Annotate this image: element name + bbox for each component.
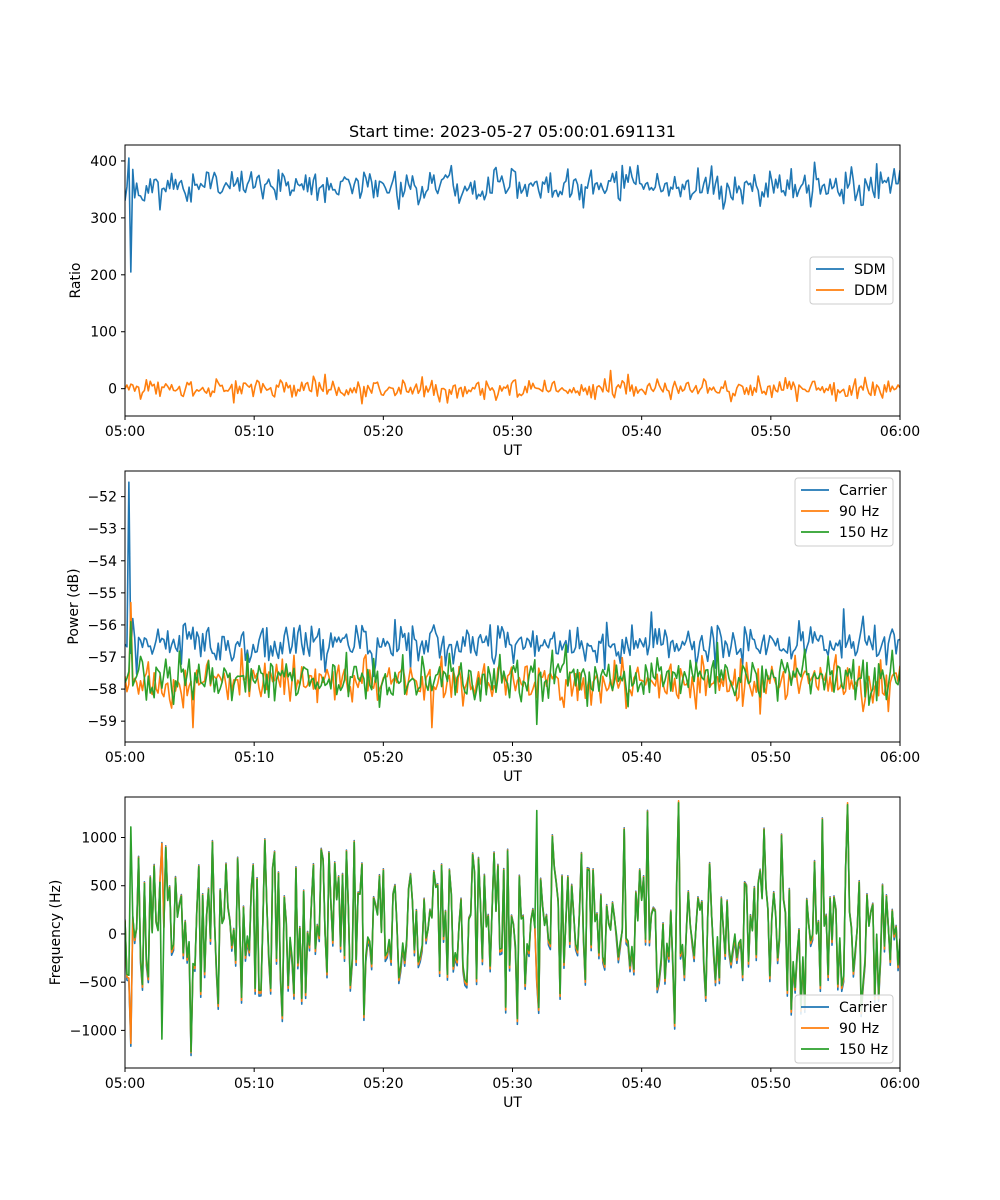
y-tick-label: 1000: [81, 831, 117, 847]
legend: SDM DDM: [809, 256, 894, 305]
x-axis-label: UT: [503, 1095, 522, 1111]
legend-label-150-hz: 150 Hz: [839, 1042, 888, 1058]
y-tick-label: 300: [90, 211, 117, 227]
y-tick-label: −59: [87, 714, 117, 730]
legend-label-ddm: DDM: [854, 283, 888, 299]
x-tick-label: 05:50: [751, 1076, 791, 1092]
x-tick-label: 05:00: [105, 750, 145, 766]
x-axis-label: UT: [503, 443, 522, 459]
y-tick-label: 200: [90, 268, 117, 284]
y-tick-label: 0: [108, 382, 117, 398]
y-tick-label: 400: [90, 154, 117, 170]
power-panel: 05:00 05:10 05:20 05:30 05:40 05:50 06:00 −59 −5…: [66, 470, 920, 785]
series-line-ddm: [125, 369, 900, 405]
legend-label-carrier: Carrier: [839, 1000, 887, 1016]
series-line-sdm: [125, 157, 900, 273]
y-tick-label: −53: [87, 522, 117, 538]
legend-label-sdm: SDM: [854, 262, 886, 278]
x-tick-label: 05:40: [621, 1076, 661, 1092]
y-tick-label: −57: [87, 650, 117, 666]
x-tick-label: 05:30: [492, 750, 532, 766]
x-tick-label: 05:20: [363, 1076, 403, 1092]
legend-label-carrier: Carrier: [839, 483, 887, 499]
legend-box: [794, 477, 894, 547]
y-tick-label: 0: [108, 927, 117, 943]
chart-title: Start time: 2023-05-27 05:00:01.691131: [349, 122, 676, 141]
x-tick-label: 06:00: [880, 424, 920, 440]
y-axis-label: Ratio: [68, 263, 84, 299]
y-tick-label: 100: [90, 325, 117, 341]
x-tick-label: 05:10: [234, 750, 274, 766]
x-tick-label: 06:00: [880, 1076, 920, 1092]
legend-label-90-hz: 90 Hz: [839, 1021, 879, 1037]
legend-box: [794, 994, 894, 1064]
y-tick-label: −54: [87, 554, 117, 570]
x-tick-label: 05:50: [751, 750, 791, 766]
x-tick-label: 05:00: [105, 424, 145, 440]
x-tick-label: 05:40: [621, 750, 661, 766]
x-tick-label: 05:20: [363, 424, 403, 440]
x-tick-label: 06:00: [880, 750, 920, 766]
series-line-carrier: [125, 481, 900, 678]
x-tick-label: 05:50: [751, 424, 791, 440]
x-tick-label: 05:30: [492, 1076, 532, 1092]
x-tick-label: 05:40: [621, 424, 661, 440]
frequency-panel: 05:00 05:10 05:20 05:30 05:40 05:50 06:00 −1000…: [48, 796, 920, 1111]
legend-label-90-hz: 90 Hz: [839, 504, 879, 520]
y-tick-label: −500: [79, 975, 117, 991]
x-tick-label: 05:00: [105, 1076, 145, 1092]
y-tick-label: −1000: [70, 1023, 117, 1039]
x-axis-label: UT: [503, 769, 522, 785]
y-tick-label: 500: [90, 879, 117, 895]
series-line-150-hz: [125, 620, 900, 726]
legend: Carrier 90 Hz 150 Hz: [794, 994, 894, 1064]
x-tick-label: 05:10: [234, 424, 274, 440]
y-axis-label: Power (dB): [66, 568, 82, 644]
x-tick-label: 05:20: [363, 750, 403, 766]
x-tick-label: 05:30: [492, 424, 532, 440]
ratio-panel: 05:00 05:10 05:20 05:30 05:40 05:50 06:00 0 100 2…: [68, 122, 920, 459]
legend-label-150-hz: 150 Hz: [839, 525, 888, 541]
series-line-150-hz: [125, 801, 900, 1053]
x-tick-label: 05:10: [234, 1076, 274, 1092]
y-tick-label: −56: [87, 618, 117, 634]
y-tick-label: −58: [87, 682, 117, 698]
y-axis-label: Frequency (Hz): [48, 880, 64, 986]
y-tick-label: −55: [87, 586, 117, 602]
y-tick-label: −52: [87, 490, 117, 506]
legend: Carrier 90 Hz 150 Hz: [794, 477, 894, 547]
